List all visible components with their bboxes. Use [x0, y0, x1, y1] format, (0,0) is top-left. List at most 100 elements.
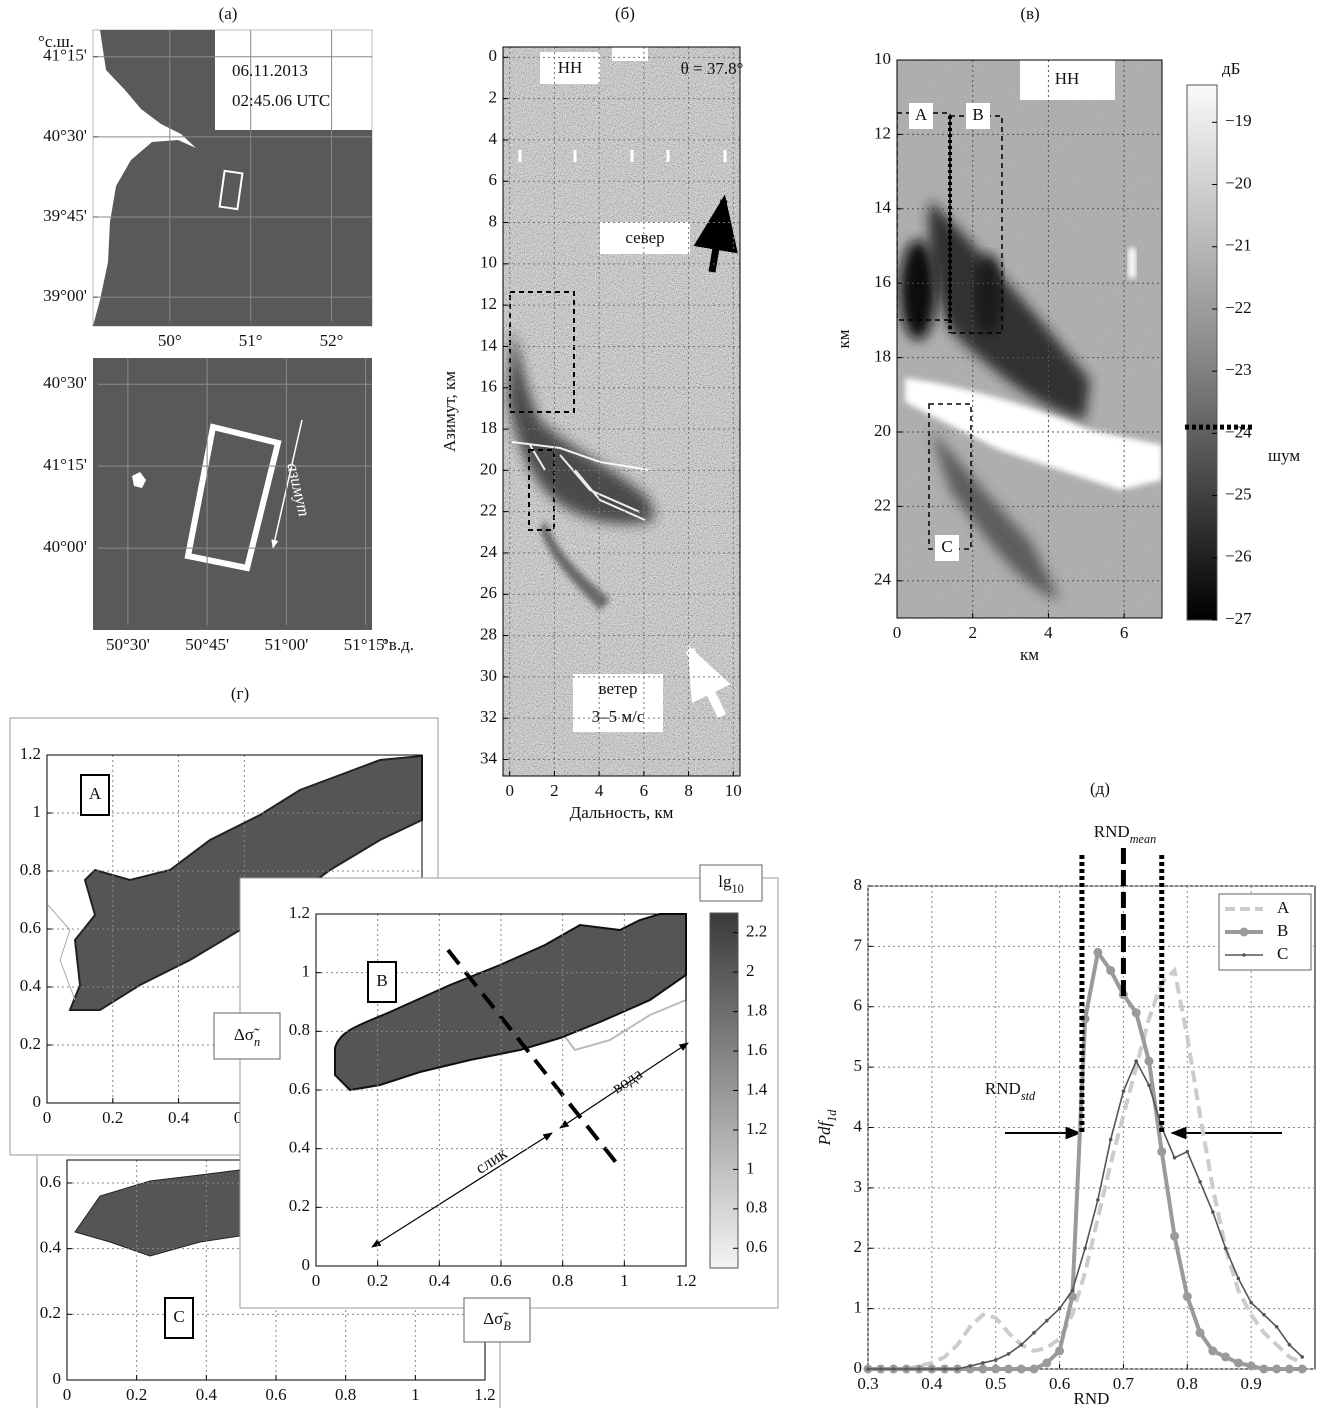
study-area [218, 169, 244, 211]
x-tick-label: 0.4 [429, 1271, 451, 1290]
sar-image [503, 47, 740, 776]
colorbar-tick-label: −21 [1225, 236, 1252, 255]
y-tick-label: 41°15' [43, 46, 87, 65]
y-tick-label: 32 [480, 707, 497, 726]
x-tick-label: 51°15' [344, 635, 388, 654]
x-tick-label: 0.5 [985, 1374, 1006, 1393]
y-tick-label: 34 [480, 748, 498, 767]
point [1195, 1328, 1205, 1338]
point [1042, 1358, 1052, 1368]
y-tick-label: 4 [489, 129, 498, 148]
y-tick-label: 0 [489, 46, 498, 65]
point [1032, 1330, 1036, 1335]
std-label: RNDstd [985, 1079, 1036, 1103]
x-tick-label: 50° [158, 331, 182, 350]
point [1096, 1198, 1100, 1202]
point [1006, 1352, 1011, 1356]
panel-name: B [376, 971, 387, 990]
x-tick-label: 1 [620, 1271, 629, 1290]
colorbar-tick-label: −24 [1225, 422, 1252, 441]
x-tick-label: 0 [505, 781, 514, 800]
colorbar-tick-label: −19 [1225, 111, 1252, 130]
dark-band [928, 200, 1090, 420]
point [1157, 1147, 1167, 1157]
y-tick-label: 8 [489, 211, 498, 230]
slick-tail [540, 520, 610, 610]
mean-label: RNDmean [1094, 822, 1156, 846]
x-tick-label: 0.6 [265, 1385, 286, 1404]
std-label-main: RND [985, 1079, 1021, 1098]
y-tick-label: 18 [874, 347, 891, 366]
panel-label: (а) [219, 4, 238, 23]
point [1134, 1059, 1138, 1063]
x-tick-label: 0 [63, 1385, 72, 1404]
colorbar-title-sub: 10 [732, 882, 744, 896]
x-axis-title: Δσ̃B [483, 1309, 511, 1333]
colorbar-tick-label: −20 [1225, 173, 1252, 192]
point [1185, 1149, 1190, 1154]
y-tick-label: 41°15' [43, 455, 87, 474]
y-tick-label: 20 [874, 421, 891, 440]
colorbar-tick-label: 2 [746, 961, 755, 980]
colorbar-title: lg10 [718, 872, 743, 896]
ylabel-box [213, 1012, 281, 1060]
y-tick-label: 8 [854, 875, 863, 894]
azimuth-arrow [271, 419, 303, 549]
y-tick-label: 10 [480, 253, 497, 272]
y-tick-label: 0 [33, 1092, 42, 1111]
colorbar-tick-label: 1.4 [746, 1079, 768, 1098]
y-tick-label: 16 [480, 377, 497, 396]
y-tick-label: 0.8 [20, 860, 41, 879]
y-tick-label: 14 [480, 335, 498, 354]
x-tick-label: 50°45' [185, 635, 229, 654]
y-tick-label: 1 [33, 802, 42, 821]
x-tick-label: 4 [1044, 623, 1053, 642]
box-c [528, 449, 555, 531]
colorbar-tick-label: 2.2 [746, 922, 767, 941]
colorbar-tick-label: −25 [1225, 484, 1252, 503]
legend-marker [1239, 927, 1249, 937]
point [866, 1367, 870, 1371]
y-tick-label: 0 [53, 1369, 62, 1388]
legend-label: B [1277, 921, 1288, 940]
point [1259, 1364, 1269, 1374]
y-tick-label: 2 [854, 1237, 863, 1256]
x-tick-label: 0.4 [196, 1385, 218, 1404]
point [1172, 1155, 1177, 1160]
x-tick-label: 10 [725, 781, 742, 800]
frame [239, 877, 779, 1309]
bright-streaks [511, 441, 651, 521]
y-tick-label: 3 [854, 1177, 863, 1196]
x-tick-label: 1 [411, 1385, 420, 1404]
y-tick-label: 0.4 [40, 1238, 62, 1257]
point [1262, 1312, 1266, 1317]
image-frame [502, 46, 741, 777]
x-tick-label: 8 [684, 781, 693, 800]
point [1297, 1364, 1307, 1374]
point [1131, 1008, 1141, 1018]
box-label: C [941, 537, 952, 556]
panel-name: C [173, 1307, 184, 1326]
y-tick-label: 10 [874, 49, 891, 68]
point [1106, 966, 1116, 976]
colorbar-tick-label: 0.8 [746, 1198, 767, 1217]
y-tick-label: 1 [854, 1298, 863, 1317]
bright-spot [1128, 248, 1136, 278]
x-tick-label: 0.4 [921, 1374, 943, 1393]
y-tick-label: 24 [480, 542, 498, 561]
y-tick-label: 40°30' [43, 373, 87, 392]
time: 02:45.06 UTC [232, 91, 330, 110]
name-box [80, 774, 110, 816]
point [1093, 947, 1103, 957]
box-a [897, 112, 951, 321]
point [1029, 1364, 1039, 1374]
point [1055, 1346, 1065, 1356]
density-blob [334, 913, 687, 1092]
dark-tail [930, 430, 1060, 600]
point [955, 1367, 960, 1371]
legend-label: A [1277, 898, 1290, 917]
point [891, 1367, 896, 1371]
point [1287, 1343, 1292, 1347]
